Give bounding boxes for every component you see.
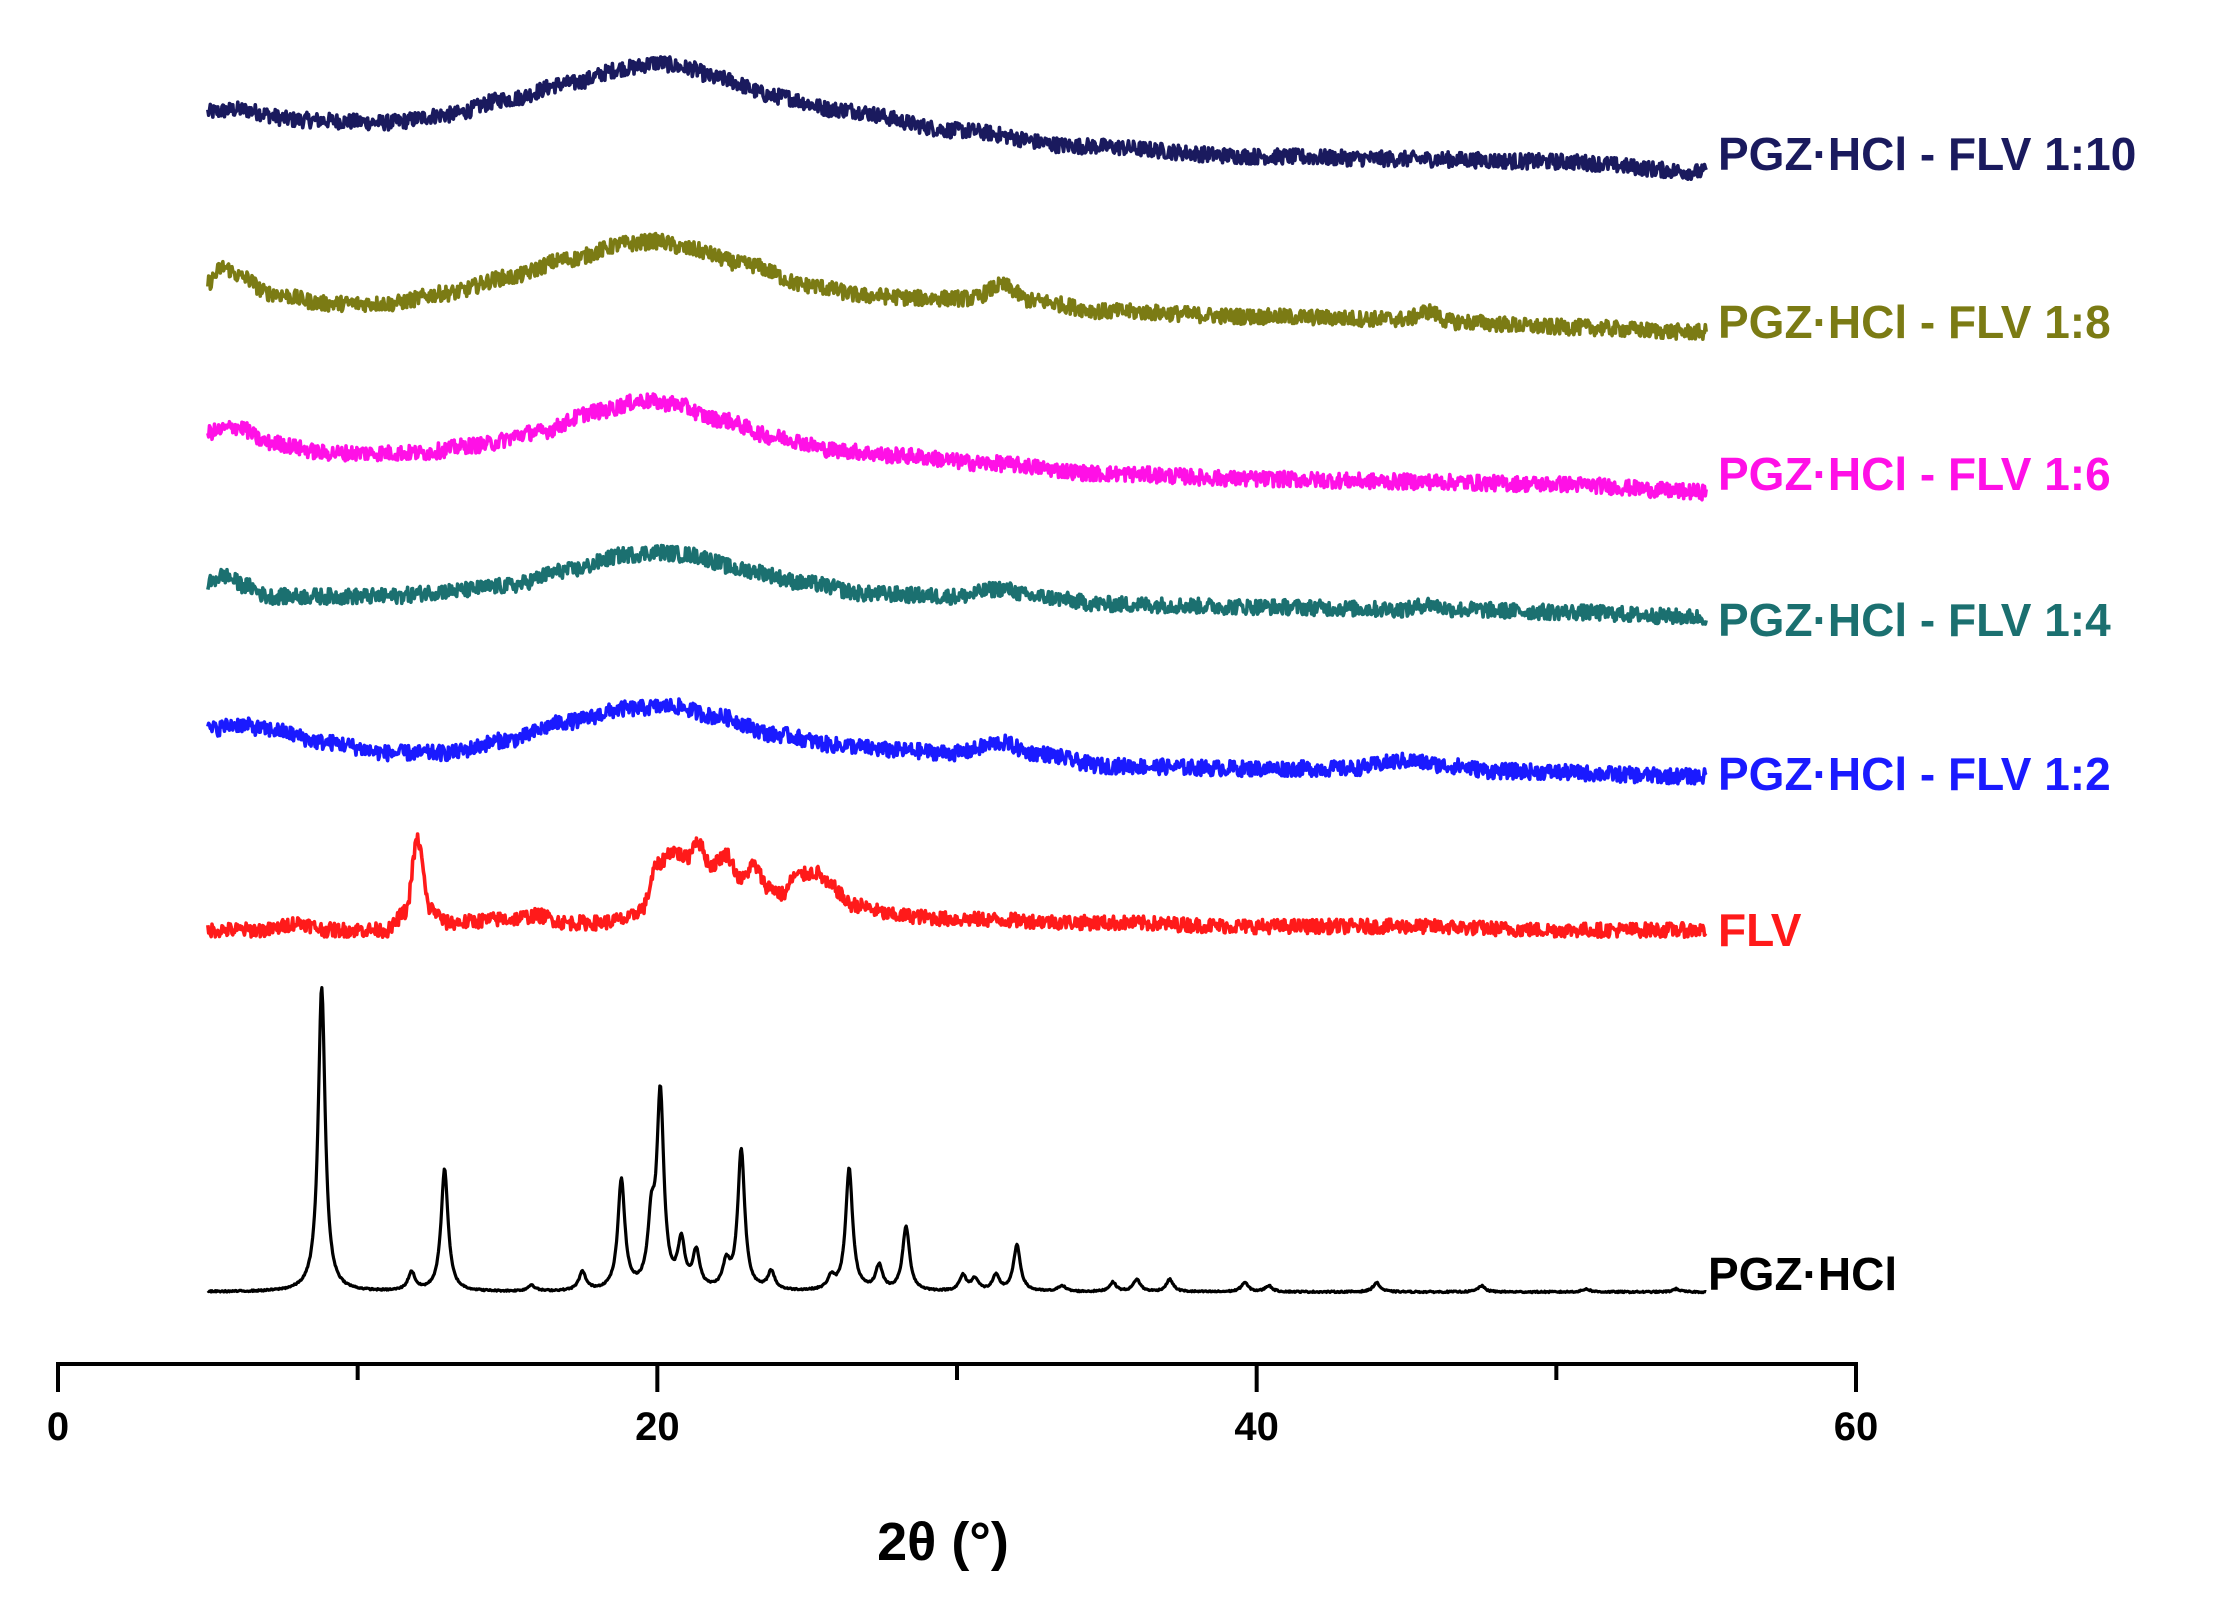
x-tick-label-1: 20 (635, 1405, 680, 1449)
series-label-3: PGZ·HCl - FLV 1:4 (1718, 594, 2111, 646)
series-trace-6 (206, 986, 1707, 1295)
series-label-6: PGZ·HCl (1708, 1248, 1897, 1300)
x-axis: 0 20 40 60 (47, 1362, 1879, 1449)
x-axis-title: 2θ (°) (877, 1512, 1009, 1572)
trace-group (206, 55, 1708, 1295)
x-tick-label-0: 0 (47, 1405, 69, 1449)
series-label-5: FLV (1718, 904, 1802, 956)
x-tick-label-2: 40 (1234, 1405, 1279, 1449)
series-label-4: PGZ·HCl - FLV 1:2 (1718, 748, 2111, 800)
series-label-2: PGZ·HCl - FLV 1:6 (1718, 448, 2111, 500)
x-tick-label-3: 60 (1834, 1405, 1879, 1449)
series-label-0: PGZ·HCl - FLV 1:10 (1718, 128, 2136, 180)
series-label-group: PGZ·HCl - FLV 1:10 PGZ·HCl - FLV 1:8 PGZ·H… (1708, 128, 2136, 1300)
series-trace-2 (206, 392, 1708, 502)
series-label-1: PGZ·HCl - FLV 1:8 (1718, 296, 2111, 348)
series-trace-0 (206, 55, 1708, 181)
series-trace-3 (206, 543, 1708, 626)
series-trace-1 (206, 231, 1708, 341)
series-trace-4 (206, 697, 1708, 786)
series-trace-5 (206, 832, 1708, 939)
